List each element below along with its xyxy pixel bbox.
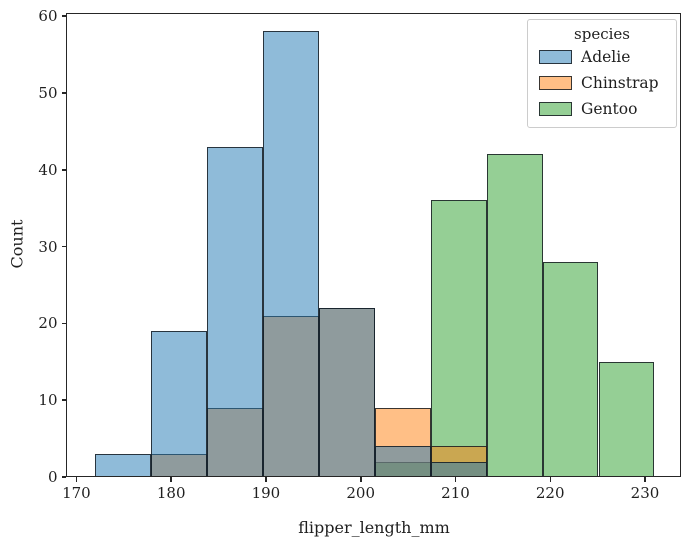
- bar-adelie-bin1: [95, 454, 152, 477]
- y-tick-label: 60: [38, 7, 58, 26]
- y-tick: [61, 476, 66, 478]
- y-tick-label: 40: [38, 160, 58, 179]
- y-tick: [61, 322, 66, 325]
- x-tick: [75, 477, 78, 482]
- legend-entries: Adelie Chinstrap Gentoo: [528, 44, 676, 122]
- x-tick-label: 180: [156, 484, 186, 502]
- y-tick: [61, 399, 66, 401]
- y-tick-label: 10: [38, 391, 58, 410]
- y-tick-label: 30: [38, 237, 58, 256]
- bar-gentoo-bin10: [598, 361, 655, 477]
- x-tick-label: 200: [346, 484, 376, 502]
- legend-entry-label: Chinstrap: [581, 74, 659, 92]
- y-tick-label: 0: [47, 468, 58, 486]
- legend-entry-gentoo: Gentoo: [528, 96, 676, 122]
- y-tick-label: 50: [38, 83, 58, 102]
- x-tick-label: 170: [62, 484, 91, 502]
- bar-adelie-bin2: [151, 331, 208, 477]
- x-tick: [265, 477, 267, 482]
- y-tick: [61, 245, 66, 248]
- bar-gentoo-bin9: [542, 261, 599, 477]
- y-axis-label: Count: [7, 219, 27, 269]
- legend-entry-chinstrap: Chinstrap: [528, 70, 676, 96]
- bar-gentoo-bin8: [486, 154, 543, 477]
- bar-adelie-bin7: [430, 461, 487, 477]
- bar-adelie-bin3: [207, 146, 264, 477]
- legend-title: species: [574, 25, 630, 43]
- legend-entry-adelie: Adelie: [528, 44, 676, 70]
- x-tick: [360, 477, 362, 482]
- x-tick: [170, 477, 172, 482]
- x-tick: [644, 477, 646, 482]
- x-axis-label: flipper_length_mm: [298, 518, 450, 537]
- y-tick: [61, 169, 66, 171]
- bar-adelie-bin4: [263, 31, 319, 477]
- legend-swatch-gentoo-icon: [539, 102, 572, 116]
- legend-swatch-chinstrap-icon: [539, 76, 572, 90]
- bar-adelie-bin5: [319, 308, 375, 477]
- x-tick-label: 190: [251, 484, 281, 502]
- y-tick: [61, 15, 66, 17]
- bar-adelie-bin6: [374, 446, 431, 477]
- x-tick-label: 230: [630, 484, 660, 502]
- x-tick: [454, 477, 457, 482]
- y-tick-label: 20: [38, 314, 58, 333]
- x-tick-label: 220: [535, 484, 565, 502]
- x-tick-label: 210: [441, 484, 470, 502]
- y-tick: [61, 92, 66, 94]
- legend: species Adelie Chinstrap Gentoo: [527, 19, 677, 128]
- legend-entry-label: Adelie: [581, 48, 631, 66]
- legend-swatch-adelie-icon: [539, 50, 572, 64]
- x-tick: [549, 477, 551, 482]
- bar-gentoo-bin7: [430, 200, 487, 477]
- legend-entry-label: Gentoo: [581, 100, 638, 118]
